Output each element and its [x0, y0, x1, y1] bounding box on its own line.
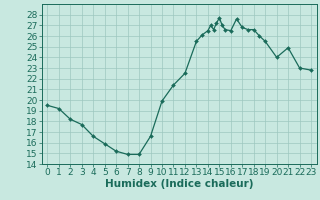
- X-axis label: Humidex (Indice chaleur): Humidex (Indice chaleur): [105, 179, 253, 189]
